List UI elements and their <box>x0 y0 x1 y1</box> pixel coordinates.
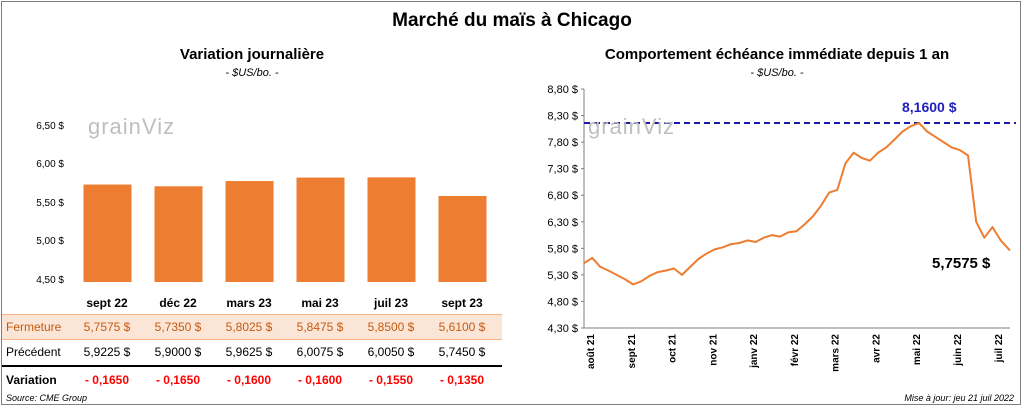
y-tick-label: 7,30 $ <box>547 164 578 176</box>
bar <box>438 195 487 282</box>
table-divider <box>2 365 502 367</box>
table-cell: - 0,1650 <box>155 373 201 387</box>
x-tick-label: oct 21 <box>668 334 679 363</box>
row-label: Fermeture <box>6 320 62 334</box>
category-label: mai 23 <box>301 296 339 310</box>
table-cell: 5,7350 $ <box>154 320 202 334</box>
bar <box>83 184 132 282</box>
table-cell: 5,7575 $ <box>83 320 131 334</box>
table-cell: 5,9000 $ <box>154 345 202 359</box>
table-cell: 5,9625 $ <box>225 345 273 359</box>
series-line <box>583 122 1011 286</box>
table-cell: - 0,1550 <box>368 373 414 387</box>
category-label: sept 22 <box>86 296 128 310</box>
y-tick-label: 5,00 $ <box>36 236 64 247</box>
table-cell: 5,8025 $ <box>225 320 273 334</box>
table-row-fermeture: Fermeture 5,7575 $ 5,7350 $ 5,8025 $ 5,8… <box>2 314 502 340</box>
table-cell: 6,0075 $ <box>296 345 344 359</box>
y-tick-label: 6,50 $ <box>36 121 64 132</box>
x-tick-label: janv 22 <box>749 334 760 369</box>
x-tick-label: févr 22 <box>790 334 801 367</box>
reference-value-label: 8,1600 $ <box>902 99 957 115</box>
bar <box>154 186 203 282</box>
left-chart-title: Variation journalière <box>179 46 325 63</box>
bar-chart <box>83 177 487 282</box>
table-cell: 5,8475 $ <box>296 320 344 334</box>
table-row-variation: Variation - 0,1650 - 0,1650 - 0,1600 - 0… <box>2 368 502 392</box>
watermark-logo: grainViz <box>588 114 676 139</box>
x-tick-label: juin 22 <box>953 334 964 367</box>
left-chart-unit: - $US/bo. - <box>225 67 279 79</box>
watermark-logo: grainViz <box>88 114 176 139</box>
table-cell: 5,9225 $ <box>83 345 131 359</box>
y-tick-label: 5,30 $ <box>547 270 578 282</box>
y-tick-label: 6,30 $ <box>547 217 578 229</box>
table-cell: - 0,1600 <box>297 373 343 387</box>
source-note: Source: CME Group <box>6 393 88 403</box>
y-tick-label: 4,30 $ <box>547 323 578 335</box>
x-tick-label: juil 22 <box>994 334 1005 364</box>
table-cell: 6,0050 $ <box>367 345 415 359</box>
table-cell: - 0,1600 <box>226 373 272 387</box>
y-tick-label: 8,30 $ <box>547 111 578 123</box>
y-tick-label: 4,50 $ <box>36 275 64 286</box>
x-tick-label: août 21 <box>586 334 597 369</box>
category-label: sept 23 <box>441 296 483 310</box>
x-tick-label: nov 21 <box>708 334 719 366</box>
table-cell: - 0,1350 <box>439 373 485 387</box>
page-title: Marché du maïs à Chicago <box>392 10 632 31</box>
update-note: Mise à jour: jeu 21 juil 2022 <box>904 393 1014 403</box>
table-cell: 5,7450 $ <box>438 345 486 359</box>
category-label: déc 22 <box>159 296 197 310</box>
y-tick-label: 6,80 $ <box>547 190 578 202</box>
bar <box>296 177 345 282</box>
row-label: Variation <box>6 373 57 387</box>
line-chart: 8,80 $ 8,30 $ 7,80 $ 7,30 $ 6,80 $ 6,30 $ 5,80… <box>547 84 1016 372</box>
y-tick-label: 6,00 $ <box>36 159 64 170</box>
x-tick-label: avr 22 <box>871 334 882 363</box>
x-tick-label: sept 21 <box>627 334 638 369</box>
y-tick-label: 5,80 $ <box>547 243 578 255</box>
table-cell: 5,8500 $ <box>367 320 415 334</box>
bar <box>367 177 416 282</box>
right-chart-unit: - $US/bo. - <box>750 67 804 79</box>
bar <box>225 181 274 282</box>
table-cell: 5,6100 $ <box>438 320 486 334</box>
y-tick-label: 8,80 $ <box>547 84 578 96</box>
table-row-precedent: Précédent 5,9225 $ 5,9000 $ 5,9625 $ 6,0… <box>2 340 502 364</box>
y-tick-label: 4,80 $ <box>547 296 578 308</box>
x-tick-label: mai 22 <box>912 334 923 366</box>
row-label: Précédent <box>6 345 61 359</box>
category-label: mars 23 <box>226 296 272 310</box>
right-chart-title: Comportement échéance immédiate depuis 1… <box>604 46 950 63</box>
y-tick-label: 5,50 $ <box>36 198 64 209</box>
y-tick-label: 7,80 $ <box>547 137 578 149</box>
category-label: juil 23 <box>373 296 408 310</box>
x-tick-label: mars 22 <box>831 334 842 372</box>
last-value-label: 5,7575 $ <box>932 255 991 272</box>
table-cell: - 0,1650 <box>84 373 130 387</box>
